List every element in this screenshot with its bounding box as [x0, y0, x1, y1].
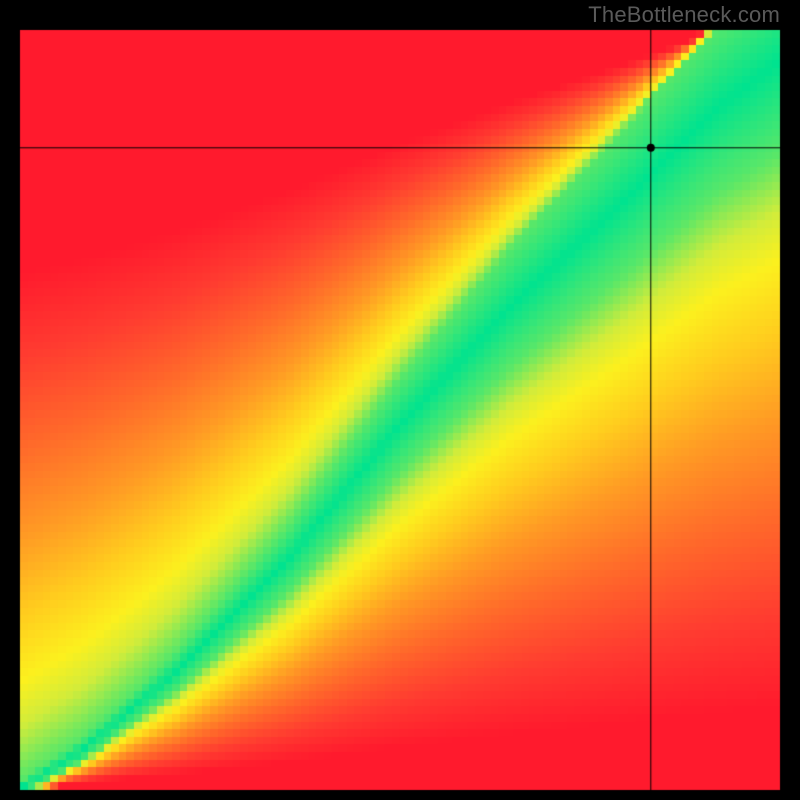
watermark-text: TheBottleneck.com — [588, 2, 780, 28]
bottleneck-heatmap — [0, 0, 800, 800]
